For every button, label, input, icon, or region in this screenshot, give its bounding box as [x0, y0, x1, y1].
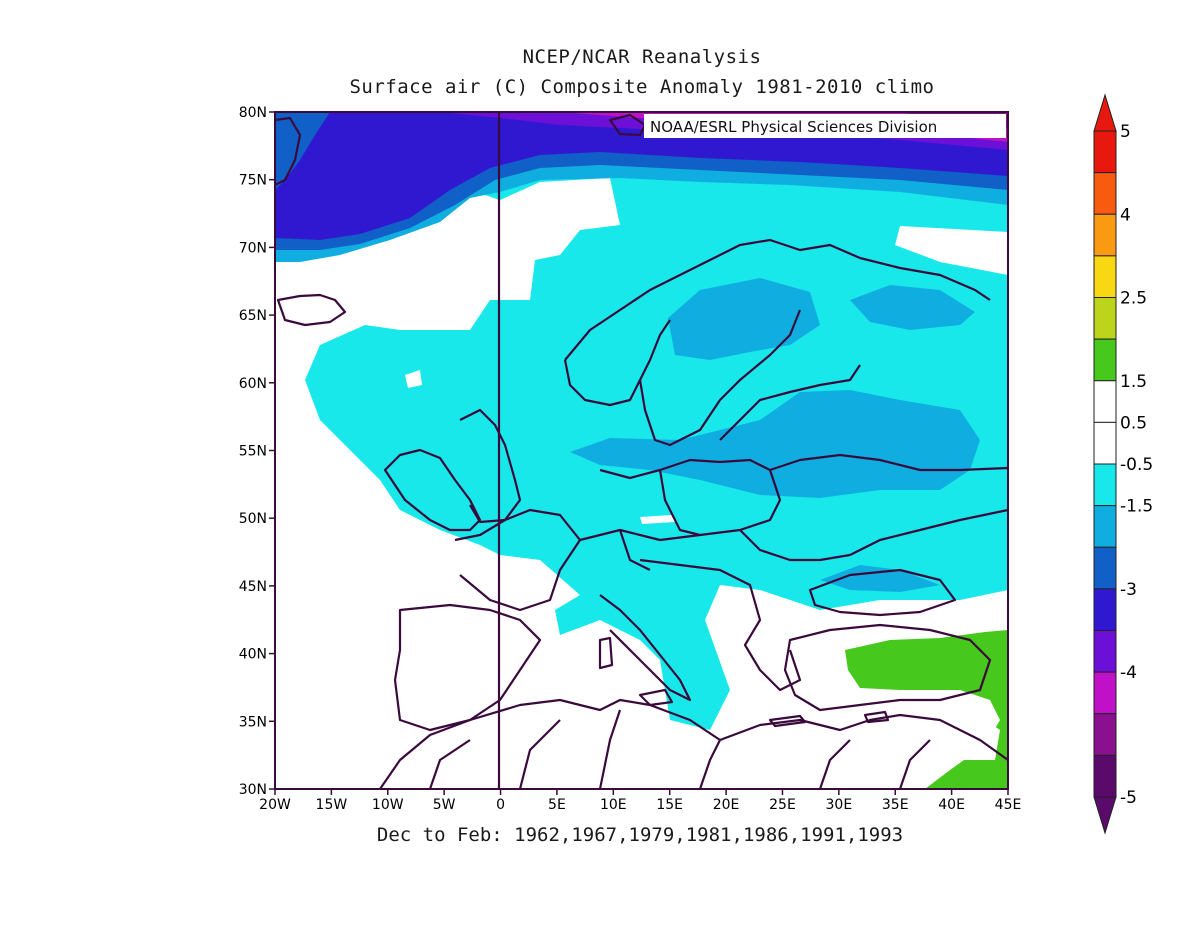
coast-uk [383, 448, 482, 532]
anomaly-cyan-region [275, 112, 1008, 730]
colorbar-segment [1093, 713, 1117, 756]
colorbar-segment [1093, 671, 1117, 715]
anomaly-white-spot [405, 370, 422, 388]
lon-tick-label: 5E [548, 797, 566, 813]
lon-tick-label: 20E [713, 797, 740, 813]
coast-sicily [638, 688, 674, 707]
colorbar-segment [1093, 588, 1117, 631]
colorbar-label: -5 [1120, 788, 1137, 808]
border-africa [428, 709, 931, 789]
border-europe-2 [618, 469, 851, 571]
colorbar-segment [1093, 213, 1117, 257]
colorbar-bottom-arrow [1093, 796, 1117, 835]
colorbar-legend: 5 4 2.5 1.5 0.5 -0.5 -1.5 -3 -4 -5 [1093, 93, 1153, 835]
colorbar-segment [1093, 297, 1117, 340]
latitude-axis: 80N 75N 70N 65N 60N 55N 50N 45N 40N 35N 30N [239, 105, 275, 798]
lat-tick-label: 70N [239, 240, 267, 256]
lon-tick-label: 15W [316, 797, 348, 813]
lat-tick-label: 55N [239, 444, 267, 460]
map-title: NCEP/NCAR Reanalysis [522, 46, 762, 68]
border-europe-1 [579, 458, 782, 542]
lat-tick-label: 65N [239, 308, 267, 324]
colorbar-segment [1093, 754, 1117, 798]
lon-tick-label: 5W [433, 797, 456, 813]
lon-tick-label: 25E [769, 797, 796, 813]
anomaly-green-region [845, 630, 1008, 789]
coast-italy [599, 594, 692, 702]
coast-crete [768, 714, 807, 728]
anomaly-white-spot [640, 515, 675, 524]
anomaly-blue-russia [570, 390, 980, 498]
coast-greenland [275, 116, 302, 186]
lat-tick-label: 35N [239, 714, 267, 730]
credit-label: NOAA/ESRL Physical Sciences Division [650, 118, 937, 136]
colorbar-segment [1093, 172, 1117, 215]
coast-sardinia [598, 636, 614, 670]
lon-tick-label: 45E [995, 797, 1022, 813]
lat-tick-label: 60N [239, 376, 267, 392]
colorbar-top-arrow [1093, 93, 1117, 132]
colorbar-label: -1.5 [1120, 497, 1153, 517]
lat-tick-label: 75N [239, 173, 267, 189]
colorbar-label: 0.5 [1120, 413, 1147, 433]
colorbar-label: 5 [1120, 122, 1131, 142]
lon-tick-label: 0 [496, 797, 505, 813]
lon-tick-label: 40E [938, 797, 965, 813]
coast-britain [459, 408, 522, 524]
coast-svalbard [608, 113, 647, 137]
lon-tick-label: 30E [826, 797, 853, 813]
anomaly-blue-scandinavia [668, 278, 820, 360]
colorbar-segment [1093, 505, 1117, 548]
lat-tick-label: 45N [239, 579, 267, 595]
lon-tick-label: 10E [600, 797, 627, 813]
anomaly-band-blue [275, 112, 1008, 240]
anomaly-field: NOAA/ESRL Physical Sciences Division [275, 112, 1008, 789]
lat-tick-label: 50N [239, 511, 267, 527]
lat-tick-label: 30N [239, 782, 267, 798]
coast-sweden [638, 309, 802, 447]
coast-iceland [276, 293, 347, 327]
years-caption: Dec to Feb: 1962,1967,1979,1981,1986,199… [376, 824, 904, 846]
colorbar-segment [1093, 421, 1117, 465]
lat-tick-label: 40N [239, 647, 267, 663]
colorbar-segment [1093, 338, 1117, 382]
anomaly-white-spot [955, 720, 1000, 760]
colorbar-segment [1093, 463, 1117, 507]
lon-tick-label: 10W [372, 797, 404, 813]
colorbar-segment [1093, 546, 1117, 590]
colorbar-label: 4 [1120, 205, 1131, 225]
anomaly-blue-finland [850, 285, 975, 330]
lon-tick-label: 15E [656, 797, 683, 813]
coast-cyprus [863, 710, 890, 724]
coast-turkey [783, 623, 992, 712]
lat-tick-label: 80N [239, 105, 267, 121]
colorbar-segment [1093, 380, 1117, 423]
border-russia [769, 453, 1008, 556]
coast-baltic [719, 364, 861, 441]
colorbar-label: -0.5 [1120, 455, 1153, 475]
colorbar-label: -4 [1120, 663, 1137, 683]
coast-africa [379, 698, 1008, 789]
colorbar-segment [1093, 255, 1117, 298]
anomaly-blue-blacksea [820, 565, 940, 592]
colorbar-segment [1093, 630, 1117, 673]
lon-tick-label: 35E [882, 797, 909, 813]
map-subtitle: Surface air (C) Composite Anomaly 1981-2… [349, 76, 935, 98]
coast-blacksea [808, 568, 957, 617]
colorbar-label: -3 [1120, 580, 1137, 600]
coast-scandinavia [564, 238, 991, 361]
colorbar-segment [1093, 130, 1117, 174]
lon-tick-label: 20W [259, 797, 291, 813]
colorbar-label: 2.5 [1120, 289, 1147, 309]
coastlines [275, 113, 1008, 789]
longitude-axis: 20W 15W 10W 5W 0 5E 10E 15E 20E 25E 30E 35E 40E 45E [259, 789, 1021, 813]
colorbar-label: 1.5 [1120, 372, 1147, 392]
credit-box [644, 114, 1006, 138]
coast-norway-south [563, 319, 671, 407]
